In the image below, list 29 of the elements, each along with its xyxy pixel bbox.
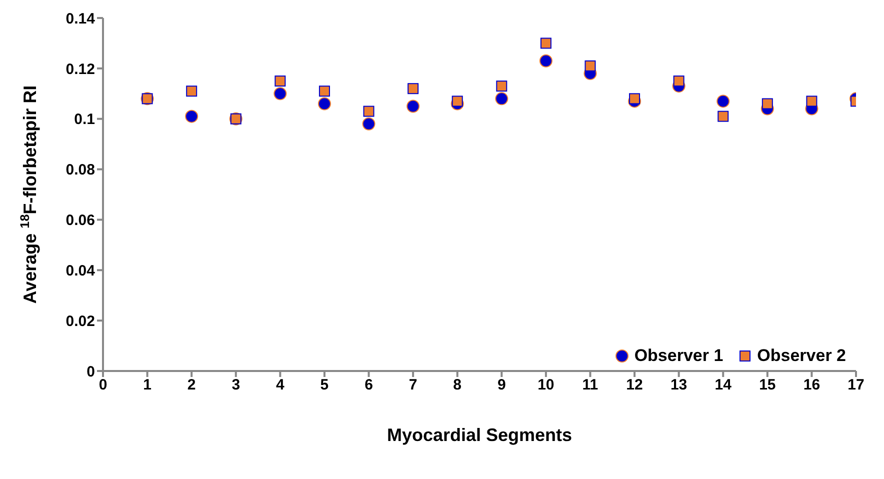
x-tick-label: 8 bbox=[453, 376, 462, 394]
y-tick-label: 0.02 bbox=[66, 312, 95, 330]
x-tick-label: 9 bbox=[497, 376, 506, 394]
y-tick-label: 0.06 bbox=[66, 212, 95, 230]
x-tick-label: 17 bbox=[848, 376, 864, 394]
y-tick-label: 0.08 bbox=[66, 162, 95, 179]
x-tick-label: 14 bbox=[714, 376, 732, 394]
x-tick-label: 6 bbox=[364, 376, 373, 394]
y-tick-label: 0.04 bbox=[66, 262, 96, 280]
x-axis-title: Myocardial Segments bbox=[386, 425, 572, 445]
x-tick-label: 0 bbox=[98, 376, 108, 394]
y-tick-label: 0.1 bbox=[74, 111, 95, 128]
x-tick-label: 13 bbox=[670, 376, 688, 394]
y-tick-label: 0.14 bbox=[66, 10, 96, 28]
x-tick-label: 10 bbox=[538, 376, 554, 394]
x-tick-label: 12 bbox=[626, 376, 643, 394]
y-tick-label: 0.12 bbox=[66, 60, 95, 78]
x-tick-label: 11 bbox=[582, 376, 598, 394]
x-tick-label: 2 bbox=[187, 376, 196, 394]
x-tick-label: 16 bbox=[803, 376, 820, 394]
legend-label: Observer 1 bbox=[633, 346, 724, 366]
x-tick-label: 4 bbox=[276, 376, 286, 394]
x-tick-label: 5 bbox=[320, 376, 329, 394]
x-tick-label: 7 bbox=[408, 376, 418, 394]
y-tick-label: 0 bbox=[86, 363, 95, 380]
legend-label: Observer 2 bbox=[756, 346, 846, 366]
x-tick-label: 3 bbox=[232, 376, 240, 394]
x-tick-label: 15 bbox=[759, 376, 776, 394]
x-tick-label: 1 bbox=[143, 376, 152, 394]
